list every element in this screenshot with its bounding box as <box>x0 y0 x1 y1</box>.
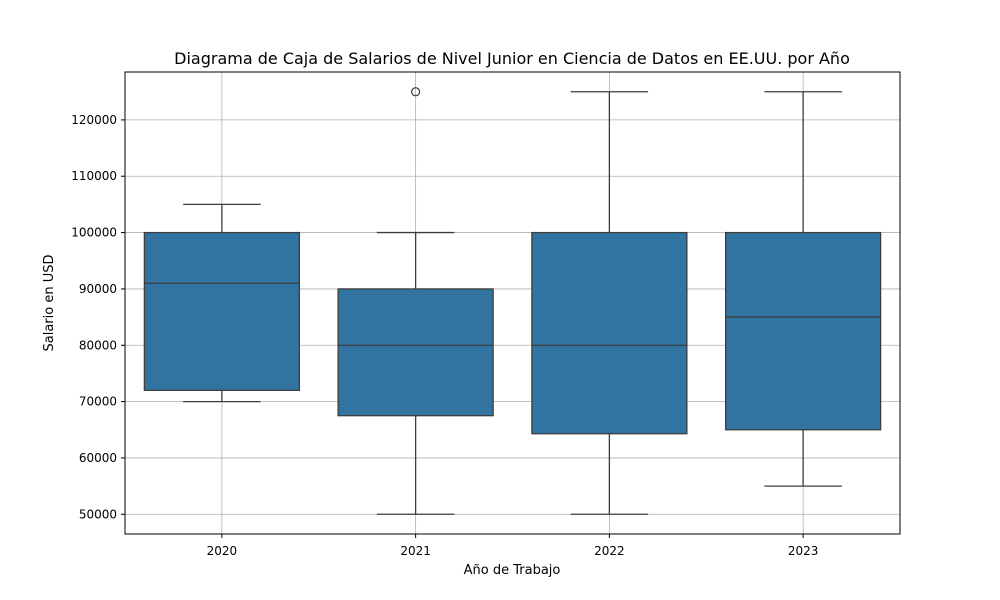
y-tick-label: 80000 <box>79 338 117 352</box>
box-2020 <box>143 203 301 403</box>
y-tick-label: 110000 <box>71 169 117 183</box>
y-tick-label: 70000 <box>79 395 117 409</box>
box-iqr <box>724 231 882 431</box>
box-iqr <box>337 288 494 417</box>
chart-title: Diagrama de Caja de Salarios de Nivel Ju… <box>174 49 850 68</box>
x-tick-label: 2023 <box>788 544 819 558</box>
boxes <box>143 87 882 515</box>
plot-frame <box>124 71 901 535</box>
x-axis-label: Año de Trabajo <box>464 563 561 578</box>
y-tick-label: 90000 <box>79 282 117 296</box>
box-2022 <box>531 91 688 515</box>
x-tick-label: 2020 <box>207 544 238 558</box>
x-axis-ticks: 2020 2021 2022 2023 <box>207 534 819 558</box>
y-tick-label: 100000 <box>71 226 117 240</box>
outlier-point <box>411 87 421 97</box>
y-axis-label: Salario en USD <box>42 255 57 352</box>
box-iqr <box>531 231 688 435</box>
y-axis-ticks: 50000 60000 70000 80000 90000 100000 110000 120… <box>71 113 125 521</box>
box-2021 <box>337 87 494 515</box>
x-tick-label: 2021 <box>400 544 431 558</box>
x-tick-label: 2022 <box>594 544 625 558</box>
box-iqr <box>143 231 301 391</box>
y-tick-label: 120000 <box>71 113 117 127</box>
box-2023 <box>724 91 882 487</box>
y-tick-label: 60000 <box>79 451 117 465</box>
y-tick-label: 50000 <box>79 507 117 521</box>
